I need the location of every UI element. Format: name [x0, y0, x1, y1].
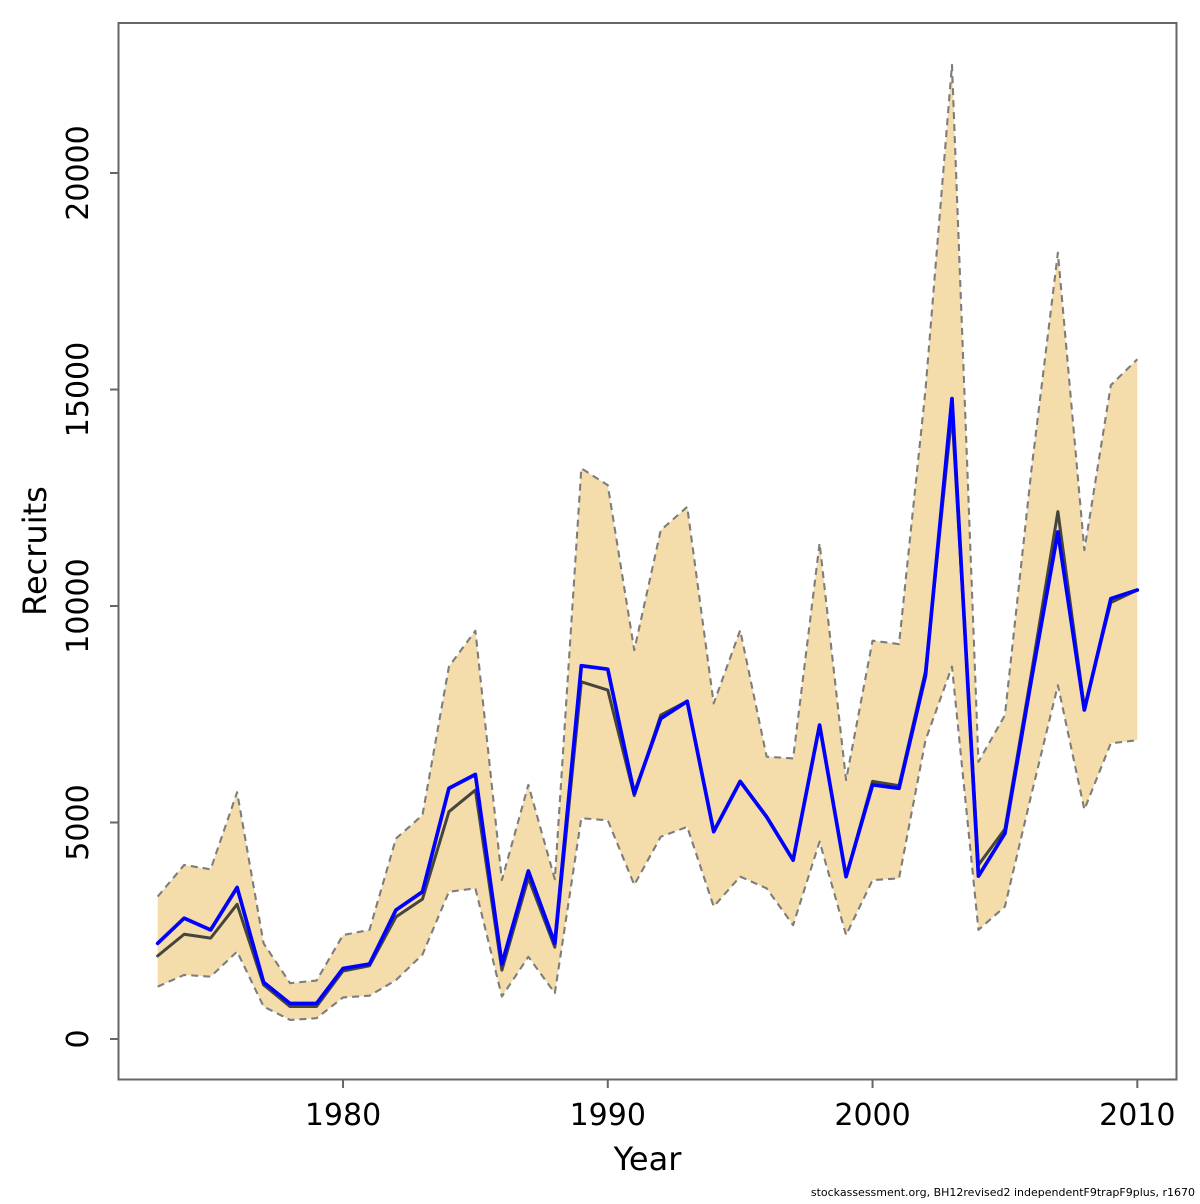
median-recruits-blue-line: [155, 396, 1140, 1006]
y-axis-tick-label: 10000: [61, 558, 96, 653]
plot-box: [117, 22, 1178, 1081]
x-axis-tick-label: 1980: [305, 1098, 381, 1133]
y-axis-tick-label: 0: [61, 1029, 96, 1048]
x-axis-tick-label: 1990: [570, 1098, 646, 1133]
x-axis-title: Year: [613, 1140, 683, 1178]
plot-layers: 1980 1990 2000 2010 0 5000 10000 15000 20000: [61, 22, 1178, 1133]
y-axis-tick-label: 20000: [61, 125, 96, 220]
confidence-band-lower-edge: [157, 665, 1138, 1022]
confidence-band-upper-edge: [156, 63, 1139, 985]
x-axis-tick-label: 2010: [1099, 1098, 1175, 1133]
y-axis-tick-label: 5000: [61, 784, 96, 860]
y-axis-title: Recruits: [16, 486, 54, 616]
x-axis-tick-label: 2000: [834, 1098, 910, 1133]
y-axis-tick-label: 15000: [61, 342, 96, 437]
watermark-text: stockassessment.org, BH12revised2 indepe…: [811, 1186, 1195, 1199]
confidence-band: [157, 64, 1138, 1020]
